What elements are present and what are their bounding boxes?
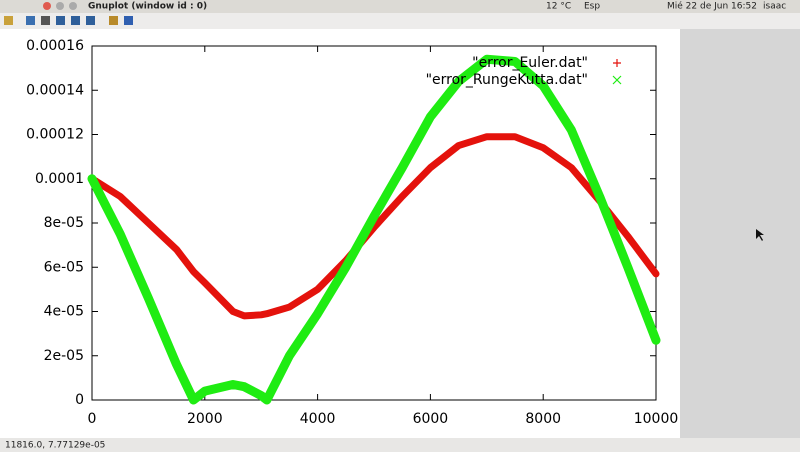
window-title: Gnuplot (window id : 0) xyxy=(88,2,207,12)
weather: 12 °C xyxy=(546,2,571,12)
x-tick-label: 10000 xyxy=(634,411,679,427)
series-line xyxy=(87,54,661,405)
y-tick-label: 0.00012 xyxy=(26,127,84,143)
toolbar-icon[interactable] xyxy=(41,16,50,25)
y-tick-label: 8e-05 xyxy=(44,215,84,231)
toolbar-icon[interactable] xyxy=(56,16,65,25)
empty-area xyxy=(680,29,800,438)
top-panel xyxy=(0,0,800,13)
x-tick-label: 4000 xyxy=(300,411,336,427)
y-tick-label: 0 xyxy=(75,392,84,408)
series-line xyxy=(88,133,660,320)
maximize-button[interactable] xyxy=(69,2,77,10)
y-tick-label: 6e-05 xyxy=(44,259,84,275)
toolbar xyxy=(0,13,800,29)
legend-marker xyxy=(612,75,622,85)
toolbar-icon[interactable] xyxy=(109,16,118,25)
x-tick-label: 8000 xyxy=(525,411,561,427)
y-tick-label: 0.00014 xyxy=(26,82,84,98)
mouse-cursor xyxy=(756,229,764,241)
close-button[interactable] xyxy=(43,2,51,10)
x-tick-label: 0 xyxy=(88,411,97,427)
toolbar-icon[interactable] xyxy=(86,16,95,25)
y-tick-label: 0.0001 xyxy=(35,171,84,187)
minimize-button[interactable] xyxy=(56,2,64,10)
toolbar-icon[interactable] xyxy=(26,16,35,25)
status-coordinates: 11816.0, 7.77129e-05 xyxy=(5,441,105,451)
status-bar xyxy=(0,438,800,452)
legend-label: "error_Euler.dat" xyxy=(472,55,588,71)
keyboard[interactable]: Esp xyxy=(584,2,600,12)
y-tick-label: 0.00016 xyxy=(26,38,84,54)
toolbar-icon[interactable] xyxy=(4,16,13,25)
y-tick-label: 4e-05 xyxy=(44,304,84,320)
user[interactable]: isaac xyxy=(763,2,786,12)
x-tick-label: 2000 xyxy=(187,411,223,427)
legend-label: "error_RungeKutta.dat" xyxy=(426,72,588,88)
x-tick-label: 6000 xyxy=(413,411,449,427)
toolbar-icon[interactable] xyxy=(124,16,133,25)
clock[interactable]: Mié 22 de Jun 16:52 xyxy=(667,1,757,12)
toolbar-icon[interactable] xyxy=(71,16,80,25)
legend-marker xyxy=(613,59,621,67)
y-tick-label: 2e-05 xyxy=(44,348,84,364)
